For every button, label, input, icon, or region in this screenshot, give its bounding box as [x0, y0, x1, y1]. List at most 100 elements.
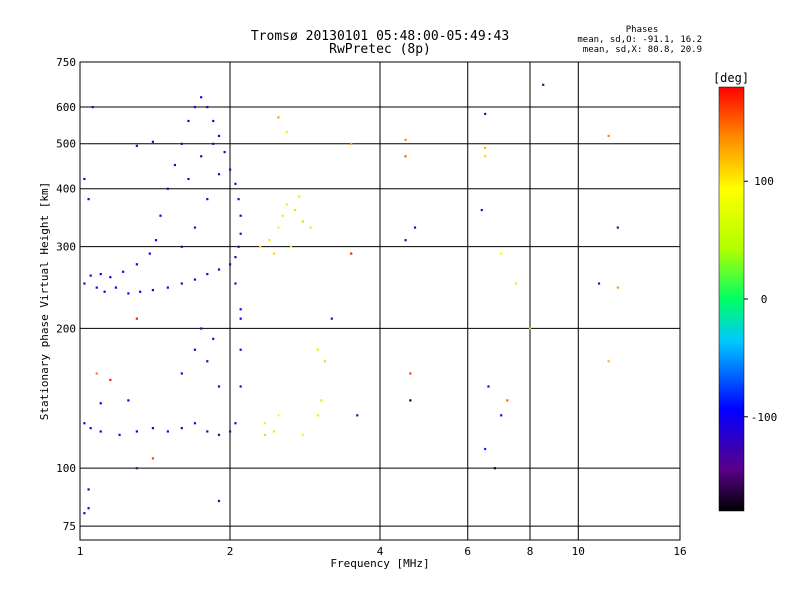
data-point [239, 214, 242, 217]
data-point [500, 414, 503, 417]
stats-line-x: mean, sd,X: 80.8, 20.9 [583, 45, 702, 55]
data-point [135, 263, 138, 266]
data-point [484, 146, 487, 149]
y-tick-label: 200 [56, 322, 76, 335]
x-tick-label: 2 [227, 545, 234, 558]
data-point [122, 270, 125, 273]
y-axis-label: Stationary phase Virtual Height [km] [38, 182, 51, 420]
data-point [159, 214, 162, 217]
data-point [239, 232, 242, 235]
x-axis-ticks: 1 2 4 6 8 10 16 [77, 545, 687, 558]
data-point [350, 142, 353, 145]
data-point [480, 208, 483, 212]
data-point [234, 182, 237, 185]
data-point [234, 422, 237, 425]
data-point [206, 430, 209, 433]
data-point [212, 142, 215, 145]
y-tick-label: 750 [56, 56, 76, 69]
x-axis-label: Frequency [MHz] [330, 557, 429, 570]
data-point [229, 168, 232, 171]
x-tick-label: 16 [673, 545, 686, 558]
data-point [166, 187, 169, 190]
data-point [200, 155, 203, 158]
data-point [309, 226, 312, 229]
y-tick-label: 600 [56, 101, 76, 114]
data-point [217, 385, 221, 388]
data-point [87, 198, 90, 201]
data-point [180, 427, 183, 430]
data-point [542, 83, 545, 86]
data-point [193, 348, 197, 351]
data-point [285, 203, 288, 206]
data-point [180, 282, 183, 285]
data-point [135, 317, 138, 320]
data-point [500, 252, 503, 255]
y-tick-label: 75 [63, 520, 76, 533]
data-point [493, 467, 497, 470]
colorbar-tick-label: -100 [751, 411, 778, 424]
data-point [151, 457, 155, 460]
data-point [217, 268, 221, 271]
colorbar-label: [deg] [713, 71, 749, 85]
colorbar-tick-label: 100 [754, 175, 774, 188]
chart-title: Tromsø 20130101 05:48:00-05:49:43 [251, 29, 509, 44]
data-point [103, 290, 106, 293]
data-point [95, 372, 98, 375]
data-point [316, 414, 319, 417]
data-point [99, 272, 102, 276]
data-point [193, 278, 197, 281]
data-point [413, 226, 417, 229]
data-point [237, 198, 240, 201]
stats-box: Phases mean, sd,O: -91.1, 16.2 mean, sd,… [577, 25, 702, 55]
data-point [234, 282, 237, 285]
data-point [83, 282, 86, 285]
x-tick-label: 6 [464, 545, 471, 558]
colorbar: [deg] 100 0 -100 [713, 71, 778, 512]
data-point [320, 399, 323, 402]
data-point [223, 150, 226, 154]
y-tick-label: 100 [56, 462, 76, 475]
y-tick-label: 400 [56, 183, 76, 196]
data-point [301, 433, 305, 436]
data-point [239, 348, 242, 351]
data-point [187, 177, 190, 181]
data-point [135, 430, 138, 433]
data-point [206, 105, 209, 109]
data-point [484, 447, 487, 451]
data-point [404, 138, 407, 141]
data-point [239, 308, 242, 311]
data-point [316, 348, 319, 351]
data-point [293, 208, 297, 212]
data-point [323, 360, 327, 363]
data-point [289, 245, 293, 248]
data-point [350, 252, 353, 255]
data-point [217, 173, 221, 176]
data-point [356, 414, 359, 417]
data-point [607, 360, 610, 363]
data-point [180, 245, 183, 248]
data-point [404, 239, 407, 242]
stats-heading: Phases [626, 25, 659, 35]
data-point [217, 134, 221, 138]
data-point [91, 105, 94, 109]
data-point [151, 288, 155, 292]
colorbar-gradient [718, 86, 745, 512]
data-point [404, 155, 407, 158]
data-point [118, 433, 121, 436]
stats-line-o: mean, sd,O: -91.1, 16.2 [577, 35, 702, 45]
data-point [127, 399, 130, 402]
y-axis-ticks: 75 100 200 300 400 500 600 750 [56, 56, 76, 533]
data-point [109, 378, 112, 381]
x-tick-label: 1 [77, 545, 84, 558]
data-point [229, 263, 232, 266]
x-tick-label: 8 [527, 545, 534, 558]
data-point [109, 276, 112, 279]
data-point [212, 119, 215, 123]
data-point [217, 433, 221, 436]
data-point [193, 422, 197, 425]
data-point [259, 245, 262, 248]
data-point [297, 195, 301, 198]
data-point [148, 252, 151, 255]
data-point [285, 130, 288, 134]
